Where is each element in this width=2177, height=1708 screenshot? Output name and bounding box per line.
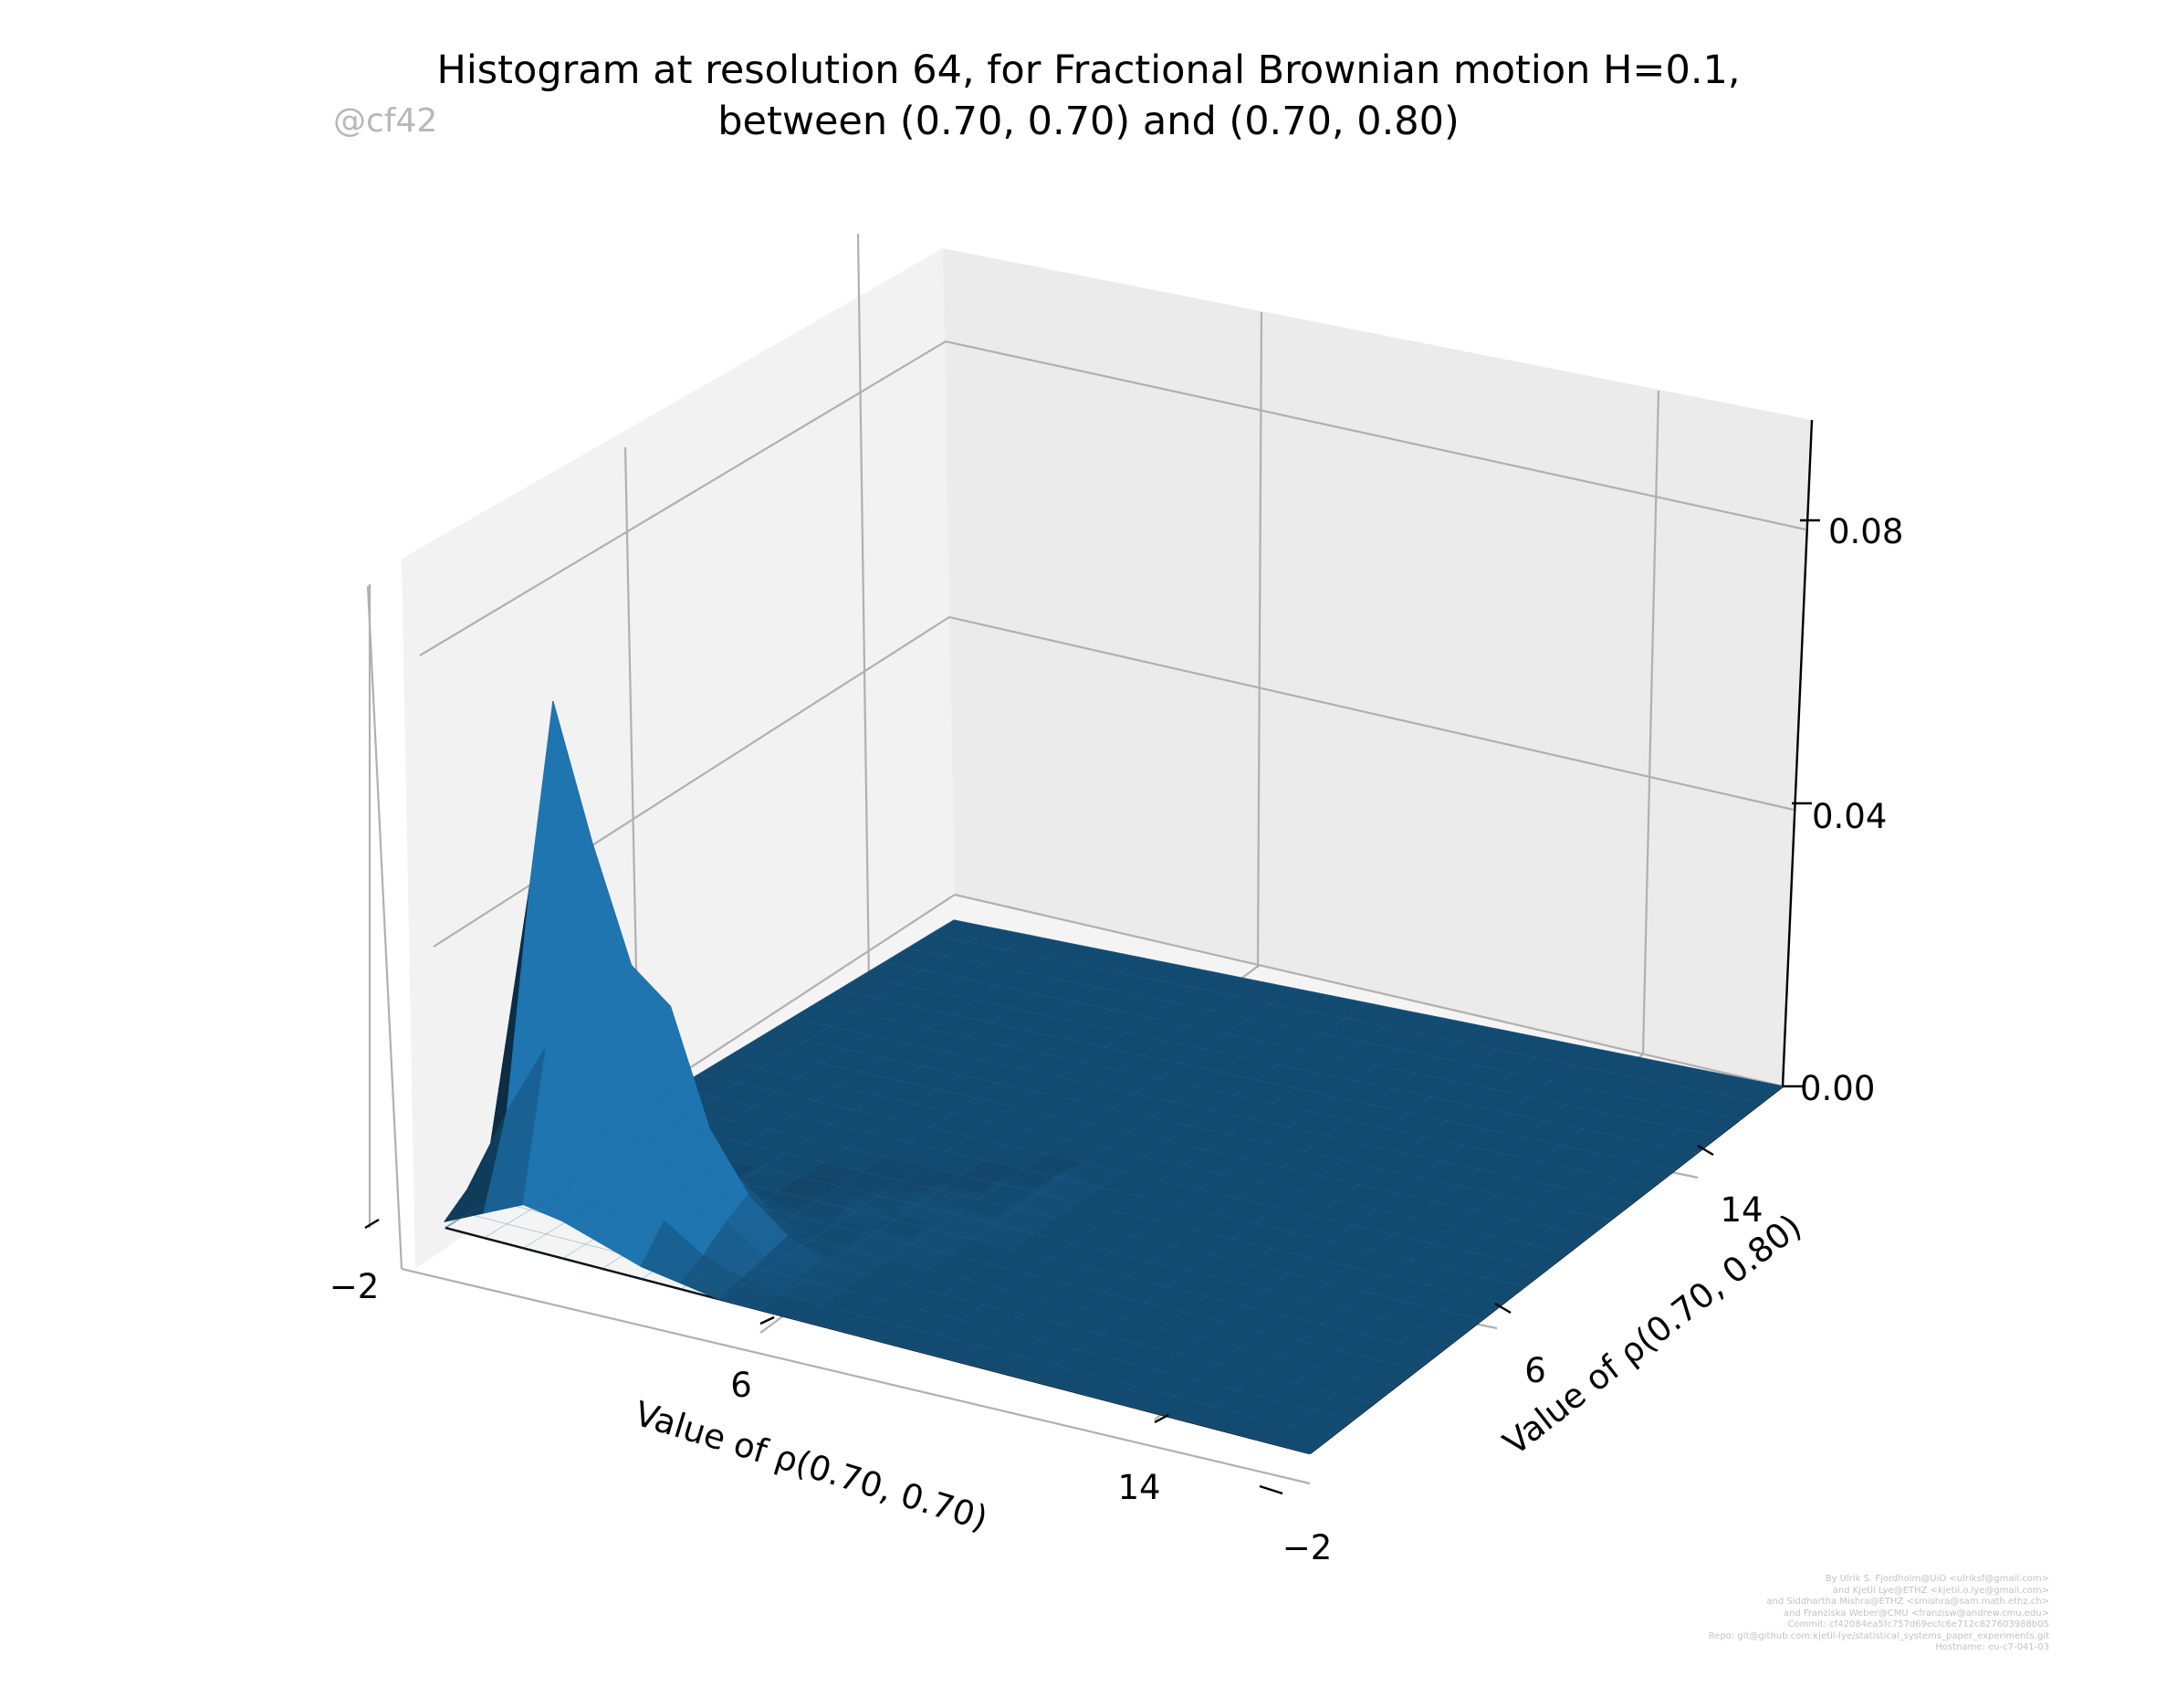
surface-gridline (759, 980, 1256, 1311)
credits-line: Repo: git@github.com:kjetil-lye/statisti… (1708, 1630, 2049, 1641)
surface-gridline (560, 1158, 1418, 1371)
z-gridline (419, 340, 1806, 656)
surface-gridline (513, 1185, 1375, 1404)
y-tick-label: 14 (1720, 1190, 1763, 1230)
surface-gridline (953, 919, 1784, 1087)
surface-gridline (490, 1199, 1354, 1420)
surface-gridline (791, 1017, 1633, 1204)
wall-edge (366, 585, 403, 1270)
credits-block: By Ulrik S. Fjordholm@UiO <ulriksf@gmail… (1709, 1574, 2049, 1654)
surface-gridline (955, 1018, 1444, 1362)
surface-gridline (1309, 1085, 1784, 1454)
tick-marks (364, 519, 1820, 1495)
z-gridline (433, 615, 1795, 948)
surface-gridline (861, 975, 1697, 1154)
surface-gridline (769, 1032, 1611, 1221)
surface-gridline (745, 1045, 1590, 1237)
z-tick-label: 0.00 (1800, 1069, 1875, 1108)
y-gridline (856, 233, 871, 980)
back-pane (943, 248, 1812, 1086)
surface-gridline (1073, 1041, 1557, 1392)
surface-gridline (838, 990, 1676, 1170)
x-tick (759, 1315, 775, 1326)
surface-gridline (907, 948, 1740, 1120)
surface-gridline (583, 1143, 1439, 1354)
x-gridline (1256, 311, 1263, 969)
surface-gridline (483, 927, 992, 1239)
surface-gridline (675, 1087, 1525, 1287)
y-tick-label: 6 (1524, 1351, 1546, 1390)
surface-gridline (641, 958, 1143, 1280)
surface-gridline (1152, 1055, 1633, 1413)
surface-gridline (916, 1010, 1407, 1352)
x-tick (1154, 1413, 1169, 1424)
surface-gridline (1270, 1078, 1745, 1444)
watermark: @cf42 (333, 102, 438, 140)
surface-gridline (837, 995, 1331, 1331)
surface-gridline (653, 1101, 1504, 1304)
surface-mesh (444, 701, 1784, 1454)
y-tick (1494, 1302, 1512, 1315)
x-tick-label: 14 (1117, 1468, 1160, 1507)
surface-gridline (884, 961, 1719, 1137)
surface-gridline (698, 1074, 1547, 1271)
surface-facet (1270, 1425, 1333, 1454)
credits-line: Commit: cf42084ea5fc757d69ecfc6e712c8276… (1787, 1619, 2049, 1629)
credits-line: By Ulrik S. Fjordholm@UiO <ulriksf@gmail… (1825, 1574, 2049, 1584)
surface-gridline (719, 972, 1219, 1300)
z-tick-label: 0.04 (1812, 797, 1887, 836)
z-tick-label: 0.08 (1828, 512, 1903, 551)
surface-gridline (467, 1213, 1332, 1438)
surface-gridline (930, 933, 1762, 1104)
x-tick-label: 6 (730, 1366, 752, 1405)
surface-gridline (606, 1129, 1460, 1337)
surface-gridline (798, 988, 1293, 1321)
z-axis-line (1781, 419, 1814, 1087)
surface-gridline (1230, 1071, 1708, 1433)
surface-gridline (1113, 1048, 1595, 1403)
x-tick (1259, 1484, 1283, 1495)
surface-gridline (876, 1002, 1369, 1341)
surface-gridline (602, 949, 1105, 1270)
surface-gridline (995, 1025, 1482, 1372)
surface-gridline (444, 919, 955, 1229)
surface-gridline (680, 965, 1180, 1290)
chart-title-line-1: Histogram at resolution 64, for Fraction… (436, 47, 1741, 93)
x-tick (364, 1218, 380, 1230)
surface-gridline (629, 1116, 1482, 1321)
credits-line: and Siddhartha Mishra@ETHZ <smishra@sam.… (1766, 1597, 2049, 1607)
y-tick-label: −2 (1282, 1528, 1333, 1567)
surface-gridline (562, 942, 1068, 1260)
credits-line: Hostname: eu-c7-041-03 (1935, 1642, 2049, 1652)
surface-gridline (537, 1171, 1397, 1388)
surface-gridline (722, 1059, 1568, 1254)
surface-gridline (1191, 1063, 1670, 1423)
floor-edge (401, 1267, 1311, 1485)
surface-gridline (522, 935, 1030, 1249)
x-tick-label: −2 (330, 1267, 380, 1306)
surface-gridline (1034, 1032, 1520, 1382)
credits-line: and Franziska Weber@CMU <franzisw@andrew… (1783, 1608, 2049, 1619)
surface-gridline (814, 1003, 1654, 1188)
chart-title-line-2: between (0.70, 0.70) and (0.70, 0.80) (717, 99, 1460, 144)
credits-line: and Kjetil Lye@ETHZ <kjetil.o.lye@gmail.… (1832, 1585, 2049, 1596)
y-tick (1697, 1144, 1714, 1157)
x-axis-label: Value of ρ(0.70, 0.70) (630, 1394, 991, 1538)
tick-labels: −2 6 14 −2 6 14 0.00 0.04 0.08 (330, 512, 1904, 1567)
x-gridline (1641, 390, 1660, 1055)
